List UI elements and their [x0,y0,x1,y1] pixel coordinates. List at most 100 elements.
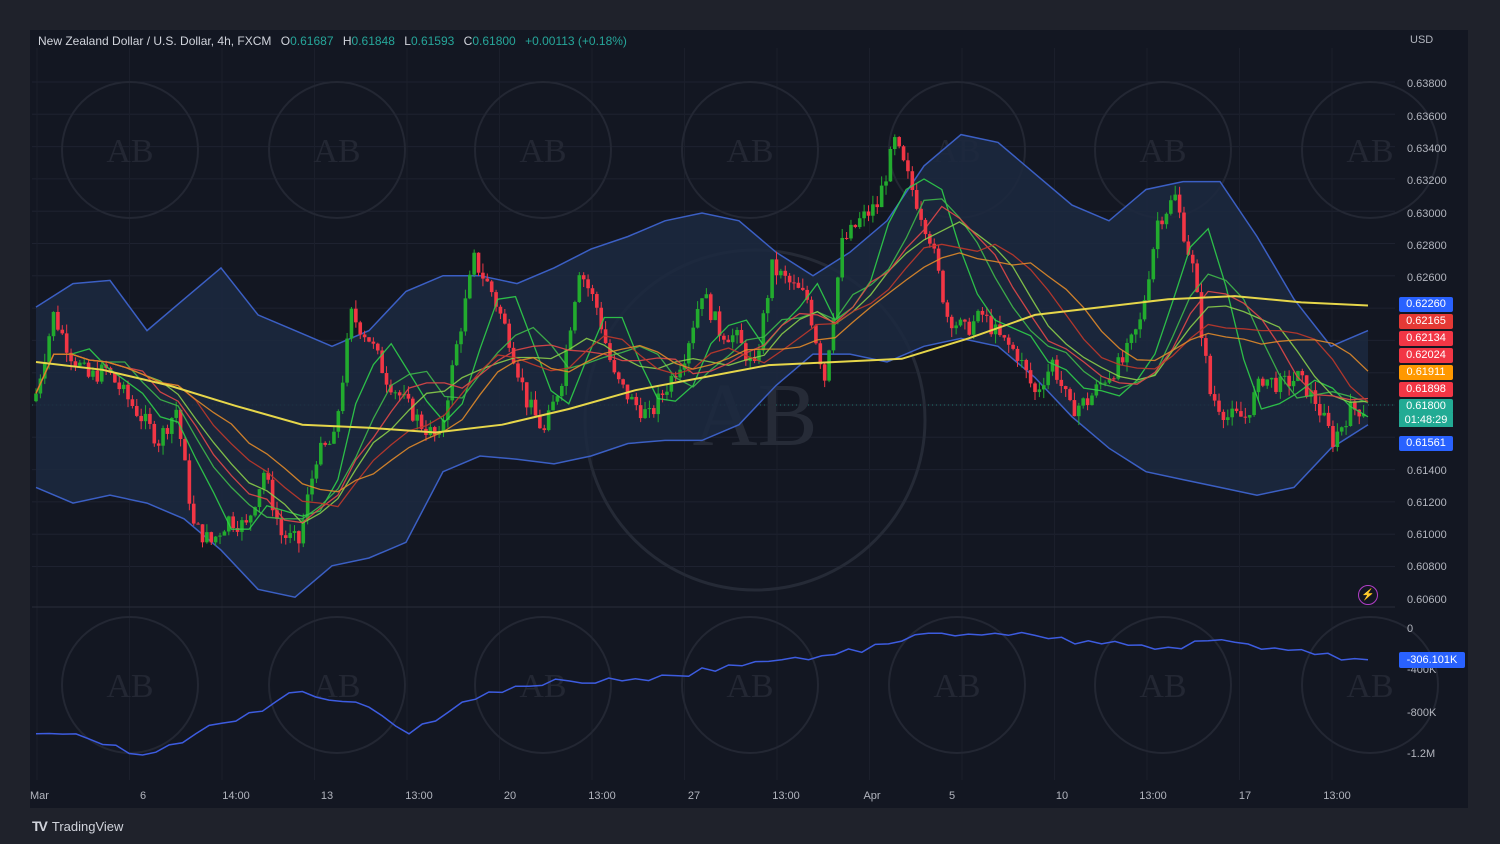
candle-body [892,137,897,150]
candle-body [621,379,625,385]
candle-body [1256,378,1261,393]
candle-body [765,298,770,314]
candle-body [69,352,73,362]
price-axis-label: 0.63400 [1407,143,1447,155]
candle-body [1107,378,1112,383]
candle-body [884,181,888,186]
candle-body [503,313,507,324]
price-tag: 0.62024 [1399,348,1453,363]
brand-name: TradingView [51,818,124,834]
candle-body [770,259,774,299]
candle-body [761,313,766,351]
time-axis-label: Apr [863,790,880,802]
watermark-text: AB [933,668,980,705]
candle-body [450,365,455,401]
candle-body [836,277,840,319]
candle-body [1247,415,1252,418]
candle-body [866,211,871,216]
candle-body [1006,337,1011,345]
brand[interactable]: TV TradingView [32,818,123,834]
candle-body [524,382,529,408]
bar-countdown: 01:48:29 [1399,413,1453,427]
candle-body [323,442,327,445]
candle-body [529,399,533,408]
candle-body [139,415,143,422]
candle-body [853,224,858,228]
time-axis-label: 27 [688,790,700,802]
watermark-seal [681,81,819,219]
candle-body [1217,400,1221,412]
candle-body [1120,357,1125,363]
axes: 0.63800 0.63600 0.63400 0.63200 0.63000 0.628… [30,78,1447,802]
candle-body [586,279,590,289]
indicator-value-tag: -306.101K [1399,652,1465,668]
watermark-seal [61,81,199,219]
candle-body [113,372,117,383]
candle-body [152,423,157,444]
watermark-text: AB [313,133,360,170]
candle-body [489,281,494,293]
candle-body [1361,413,1366,417]
candle-body [774,259,779,276]
candle-body [213,536,218,543]
candle-body [1033,383,1037,393]
candle-body [691,327,696,344]
candle-body [209,532,214,543]
candle-body [143,413,148,422]
close-value: 0.61800 [472,34,516,48]
candle-body [516,363,520,378]
candle-body [1261,378,1265,386]
lightning-icon[interactable]: ⚡ [1358,585,1378,605]
candle-body [415,414,419,421]
candle-body [967,321,972,335]
candle-body [1208,355,1213,395]
candle-body [914,190,919,209]
candle-body [305,494,310,520]
candle-body [1085,398,1090,406]
candle-body [739,329,744,344]
candle-body [1112,378,1116,380]
candle-body [1041,385,1046,390]
upper-band-line [35,133,1369,348]
candle-body [581,275,586,280]
candle-body [288,532,292,538]
candle-body [82,362,86,364]
candle-body [178,409,183,439]
candle-body [533,399,538,416]
candle-body [191,503,196,524]
candle-body [897,137,901,147]
price-axis-label: 0.62800 [1407,240,1447,252]
candle-body [862,211,866,219]
watermark-seal [1301,616,1439,754]
candle-body [1265,379,1270,386]
price-axis-label: 0.62600 [1407,272,1447,284]
candle-body [875,204,880,208]
candle-body [695,309,700,328]
candle-body [1225,417,1230,421]
candle-body [652,408,656,415]
candle-body [1103,382,1107,384]
candle-body [757,350,761,361]
candle-body [1282,375,1287,377]
candle-body [945,302,950,317]
candle-body [1234,408,1239,412]
candle-body [319,442,323,465]
candle-body [616,372,621,380]
candle-body [1028,370,1033,384]
candle-body [222,531,227,536]
candle-body [630,396,634,400]
candle-body [406,393,411,399]
candle-body [78,362,82,366]
candle-body [1291,380,1296,387]
candle-body [1055,359,1059,380]
low-label: L [404,34,411,48]
high-label: H [342,34,352,48]
candle-body [814,325,818,344]
candle-body [314,464,319,479]
candle-body [257,489,262,508]
watermark-seal [474,81,612,219]
candle-body [840,237,845,278]
watermark-seal [268,616,406,754]
candle-body [713,311,717,321]
